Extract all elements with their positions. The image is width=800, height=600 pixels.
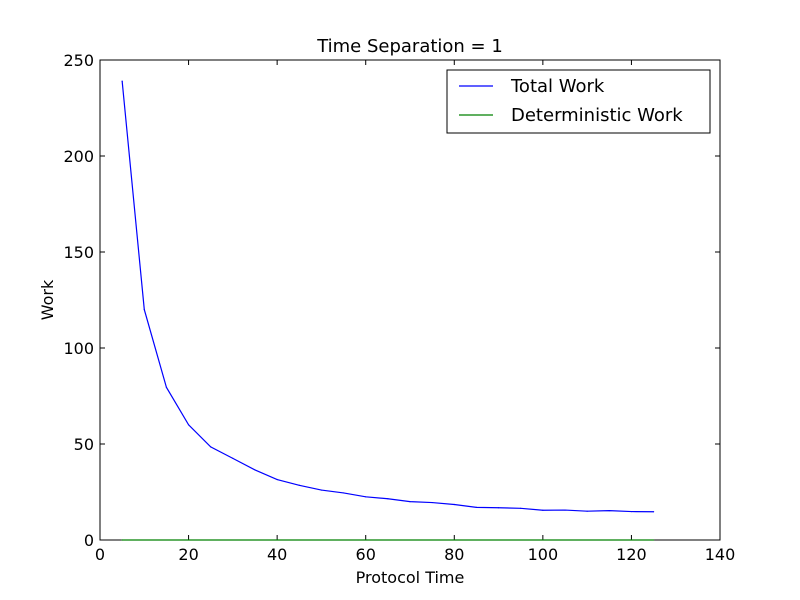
chart-title: Time Separation = 1 (316, 36, 503, 57)
y-axis-label: Work (38, 279, 57, 320)
x-tick-label: 0 (95, 545, 105, 564)
plot-area (99, 59, 721, 541)
y-tick-label: 50 (74, 435, 94, 454)
plot-frame (99, 59, 721, 541)
data-point (542, 509, 544, 511)
data-point (652, 511, 655, 513)
data-point (520, 507, 522, 509)
data-point (608, 510, 610, 512)
data-point (121, 80, 123, 82)
data-point (453, 503, 455, 506)
legend-box (446, 69, 711, 134)
series-layer (121, 80, 655, 541)
legend-label-deterministic-work: Deterministic Work (511, 105, 683, 126)
data-point (121, 539, 123, 541)
data-point (165, 386, 168, 388)
data-point (298, 484, 300, 486)
data-point (232, 457, 234, 459)
y-tick-label: 250 (63, 51, 94, 70)
x-tick-label: 140 (705, 545, 736, 564)
data-point (475, 506, 478, 508)
y-axis-ticks: 0 50 100 150 200 250 (63, 51, 720, 550)
legend-label-total-work: Total Work (510, 76, 605, 97)
x-tick-label: 120 (616, 545, 647, 564)
data-point (210, 446, 212, 448)
data-point (431, 501, 433, 504)
data-point (365, 496, 367, 498)
x-tick-label: 100 (528, 545, 559, 564)
data-point (187, 424, 190, 426)
data-point (497, 507, 500, 509)
data-point (143, 309, 145, 311)
data-point (564, 509, 566, 511)
x-tick-label: 40 (267, 545, 287, 564)
data-point (586, 510, 588, 512)
y-tick-label: 0 (84, 531, 94, 550)
legend: Total Work Deterministic Work (446, 69, 711, 134)
x-axis-ticks: 0 20 40 60 80 100 120 140 (95, 60, 735, 564)
x-tick-label: 20 (178, 545, 198, 564)
data-point (254, 469, 256, 471)
data-point (320, 489, 323, 491)
x-tick-label: 80 (444, 545, 464, 564)
data-point (342, 492, 345, 494)
x-axis-label: Protocol Time (356, 568, 465, 587)
y-tick-label: 200 (63, 147, 94, 166)
data-point (387, 498, 389, 500)
data-point (630, 510, 633, 513)
data-point (409, 501, 411, 503)
x-tick-label: 60 (356, 545, 376, 564)
data-point (276, 478, 278, 481)
y-tick-label: 100 (63, 339, 94, 358)
y-tick-label: 150 (63, 243, 94, 262)
data-point (652, 539, 655, 541)
